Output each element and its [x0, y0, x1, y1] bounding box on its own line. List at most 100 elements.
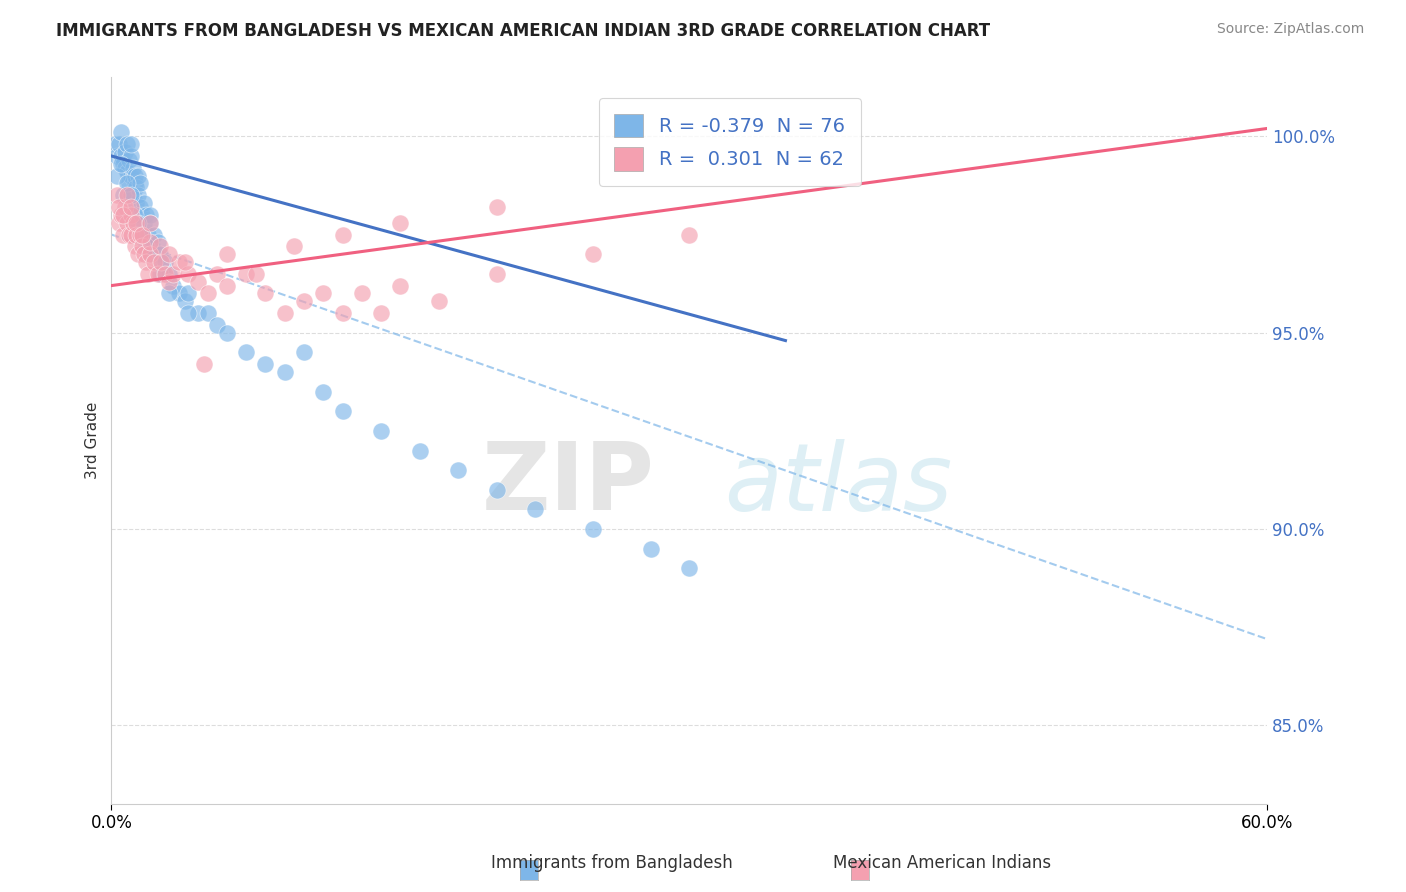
- Point: [640, 541, 662, 556]
- Point: [135, 255, 157, 269]
- Point: [177, 286, 200, 301]
- Point: [139, 216, 162, 230]
- Point: [292, 294, 315, 309]
- Point: [197, 306, 219, 320]
- Point: [120, 188, 142, 202]
- Point: [127, 247, 149, 261]
- Point: [115, 216, 138, 230]
- Point: [152, 267, 174, 281]
- Point: [124, 208, 146, 222]
- Point: [121, 161, 143, 175]
- Text: Immigrants from Bangladesh: Immigrants from Bangladesh: [491, 855, 733, 872]
- Point: [254, 286, 277, 301]
- Point: [139, 235, 162, 250]
- Point: [131, 208, 153, 222]
- Point: [105, 169, 128, 183]
- Point: [283, 239, 305, 253]
- Point: [678, 561, 700, 575]
- Point: [104, 137, 127, 152]
- Point: [110, 208, 132, 222]
- Point: [124, 169, 146, 183]
- Point: [146, 235, 169, 250]
- Point: [155, 255, 177, 269]
- Point: [110, 157, 132, 171]
- Point: [332, 306, 354, 320]
- Point: [274, 306, 297, 320]
- Point: [111, 227, 134, 242]
- Point: [110, 125, 132, 139]
- Point: [235, 267, 257, 281]
- Point: [110, 149, 132, 163]
- Point: [125, 196, 148, 211]
- Point: [370, 424, 392, 438]
- Point: [136, 227, 159, 242]
- Point: [187, 306, 209, 320]
- Point: [292, 345, 315, 359]
- Point: [370, 306, 392, 320]
- Point: [115, 177, 138, 191]
- Point: [254, 357, 277, 371]
- Point: [167, 286, 190, 301]
- Point: [582, 522, 605, 536]
- Point: [389, 216, 412, 230]
- Point: [111, 188, 134, 202]
- Legend: R = -0.379  N = 76, R =  0.301  N = 62: R = -0.379 N = 76, R = 0.301 N = 62: [599, 98, 860, 186]
- Y-axis label: 3rd Grade: 3rd Grade: [86, 402, 100, 479]
- Point: [105, 188, 128, 202]
- Point: [118, 177, 141, 191]
- Point: [118, 227, 141, 242]
- Point: [485, 200, 508, 214]
- Point: [312, 286, 335, 301]
- Point: [350, 286, 373, 301]
- Point: [389, 278, 412, 293]
- Point: [124, 239, 146, 253]
- Point: [127, 169, 149, 183]
- Point: [108, 200, 131, 214]
- Point: [135, 239, 157, 253]
- Point: [121, 188, 143, 202]
- Point: [167, 255, 190, 269]
- Point: [157, 286, 180, 301]
- Point: [207, 318, 229, 332]
- Point: [118, 153, 141, 167]
- Point: [142, 255, 165, 269]
- Point: [115, 188, 138, 202]
- Point: [127, 216, 149, 230]
- Point: [115, 137, 138, 152]
- Point: [157, 247, 180, 261]
- Point: [120, 227, 142, 242]
- Point: [142, 227, 165, 242]
- Point: [150, 255, 173, 269]
- Point: [134, 216, 156, 230]
- Point: [678, 227, 700, 242]
- Point: [120, 208, 142, 222]
- Point: [114, 161, 136, 175]
- Point: [157, 267, 180, 281]
- Point: [136, 267, 159, 281]
- Point: [141, 239, 163, 253]
- Text: atlas: atlas: [724, 439, 952, 530]
- Point: [127, 188, 149, 202]
- Point: [125, 216, 148, 230]
- Point: [129, 177, 152, 191]
- Point: [245, 267, 267, 281]
- Point: [332, 227, 354, 242]
- Point: [148, 239, 170, 253]
- Point: [447, 463, 470, 477]
- Point: [105, 149, 128, 163]
- Point: [120, 169, 142, 183]
- Point: [235, 345, 257, 359]
- Point: [157, 275, 180, 289]
- Point: [173, 294, 195, 309]
- Point: [146, 267, 169, 281]
- Point: [111, 208, 134, 222]
- Point: [139, 247, 162, 261]
- Point: [162, 278, 184, 293]
- Text: IMMIGRANTS FROM BANGLADESH VS MEXICAN AMERICAN INDIAN 3RD GRADE CORRELATION CHAR: IMMIGRANTS FROM BANGLADESH VS MEXICAN AM…: [56, 22, 990, 40]
- Point: [121, 216, 143, 230]
- Point: [129, 227, 152, 242]
- Point: [131, 239, 153, 253]
- Point: [177, 267, 200, 281]
- Point: [162, 267, 184, 281]
- Text: ZIP: ZIP: [482, 438, 654, 531]
